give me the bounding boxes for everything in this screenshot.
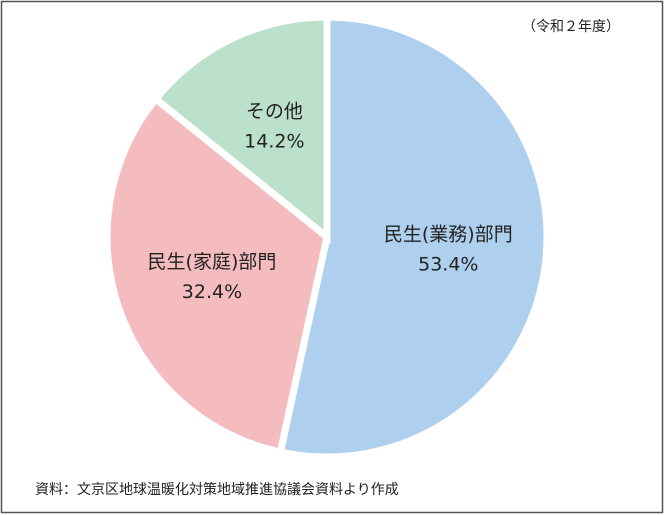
value-label: 14.2% (244, 130, 304, 152)
pie-slice (103, 93, 331, 457)
slice-label: 民生(業務)部門 (384, 224, 513, 246)
pie-slice (150, 13, 331, 245)
value-label: 53.4% (418, 254, 478, 276)
slice-label: その他 (246, 100, 303, 122)
pie-slice (276, 13, 551, 461)
value-label: 32.4% (182, 281, 242, 303)
source-note: 資料：文京区地球温暖化対策地域推進協議会資料より作成 (35, 481, 399, 498)
slice-label: 民生(家庭)部門 (148, 251, 277, 273)
chart-subtitle: （令和２年度） (522, 19, 620, 35)
